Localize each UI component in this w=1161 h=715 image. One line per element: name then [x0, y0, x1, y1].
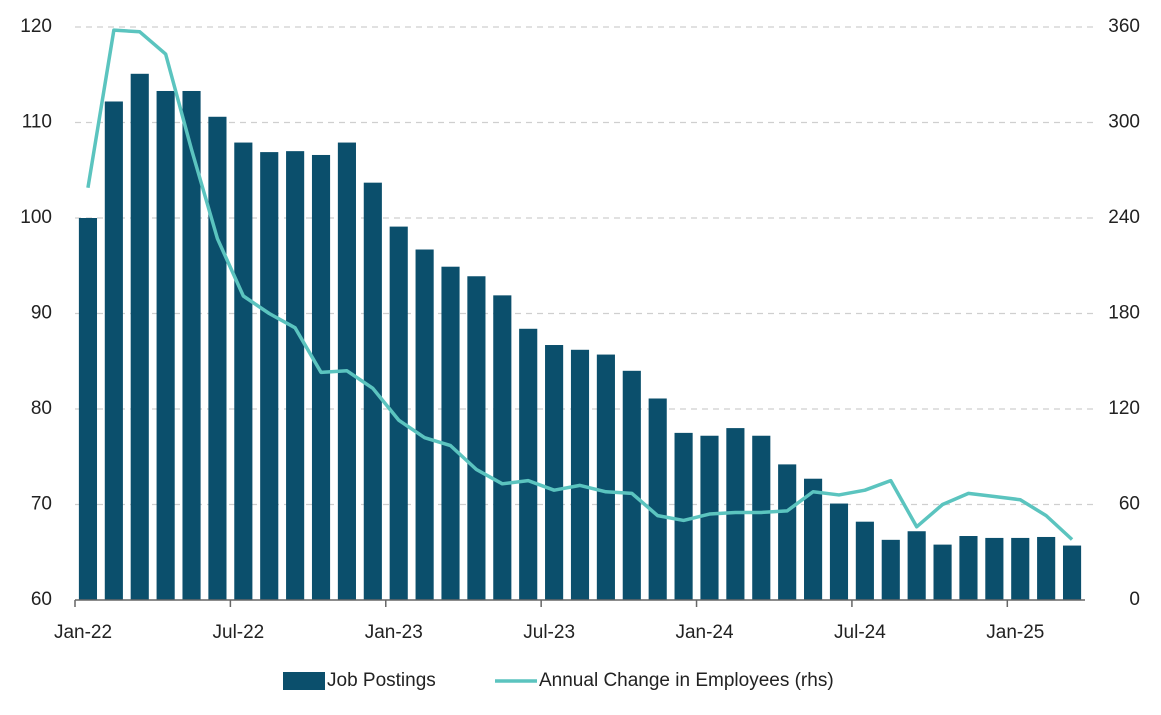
- bar: [985, 537, 1004, 600]
- bar: [648, 398, 667, 600]
- bar: [182, 90, 201, 601]
- bar: [933, 544, 952, 600]
- bar: [286, 151, 305, 600]
- x-tick-label: Jan-23: [365, 622, 423, 643]
- x-tick-label: Jan-25: [986, 622, 1044, 643]
- bar: [804, 478, 823, 600]
- bar: [493, 295, 512, 600]
- bar: [674, 432, 693, 600]
- x-tick-label: Jul-22: [213, 622, 265, 643]
- bar: [208, 116, 227, 601]
- bar: [311, 154, 331, 600]
- y2-tick-label: 180: [1108, 303, 1140, 324]
- bar: [467, 276, 486, 600]
- y2-tick-label: 120: [1108, 398, 1140, 419]
- bar: [700, 435, 719, 600]
- line: [86, 28, 1074, 541]
- bar: [441, 266, 460, 600]
- bar: [260, 152, 279, 601]
- bar: [545, 345, 564, 600]
- y2-tick-label: 360: [1108, 16, 1140, 37]
- y-tick-label: 90: [31, 303, 52, 324]
- bar: [1011, 537, 1030, 600]
- x-tick-label: Jan-22: [54, 622, 112, 643]
- y-tick-label: 80: [31, 398, 52, 419]
- bar: [156, 90, 175, 601]
- bar: [1037, 536, 1056, 600]
- bar: [389, 226, 408, 600]
- legend-label: Job Postings: [327, 670, 436, 691]
- y2-tick-label: 300: [1108, 112, 1140, 133]
- bar: [596, 354, 615, 600]
- y-tick-label: 60: [31, 589, 52, 610]
- y-tick-label: 70: [31, 494, 52, 515]
- y-tick-label: 120: [20, 16, 52, 37]
- bar: [778, 464, 797, 600]
- x-tick-label: Jan-24: [675, 622, 734, 643]
- bar: [1062, 545, 1082, 600]
- x-tick-label: Jul-24: [834, 622, 886, 643]
- y-tick-label: 100: [20, 207, 52, 228]
- bar: [363, 182, 382, 601]
- bar: [959, 536, 978, 600]
- bar: [519, 328, 538, 600]
- bar: [104, 101, 123, 601]
- y-tick-label: 110: [22, 112, 52, 133]
- y2-tick-label: 0: [1129, 589, 1140, 610]
- bar: [752, 435, 771, 600]
- bar: [855, 521, 874, 600]
- x-tick-label: Jul-23: [523, 622, 575, 643]
- legend-swatch: [283, 672, 325, 690]
- bar: [622, 370, 641, 600]
- y2-tick-label: 60: [1119, 494, 1140, 515]
- y2-tick-label: 240: [1108, 207, 1140, 228]
- bar: [78, 218, 98, 600]
- bar: [907, 531, 926, 600]
- legend-label: Annual Change in Employees (rhs): [539, 670, 834, 691]
- bar: [234, 142, 253, 600]
- bar: [881, 539, 900, 600]
- bar: [829, 503, 849, 600]
- bar: [415, 249, 434, 600]
- bar: [130, 73, 149, 601]
- bar: [570, 349, 590, 600]
